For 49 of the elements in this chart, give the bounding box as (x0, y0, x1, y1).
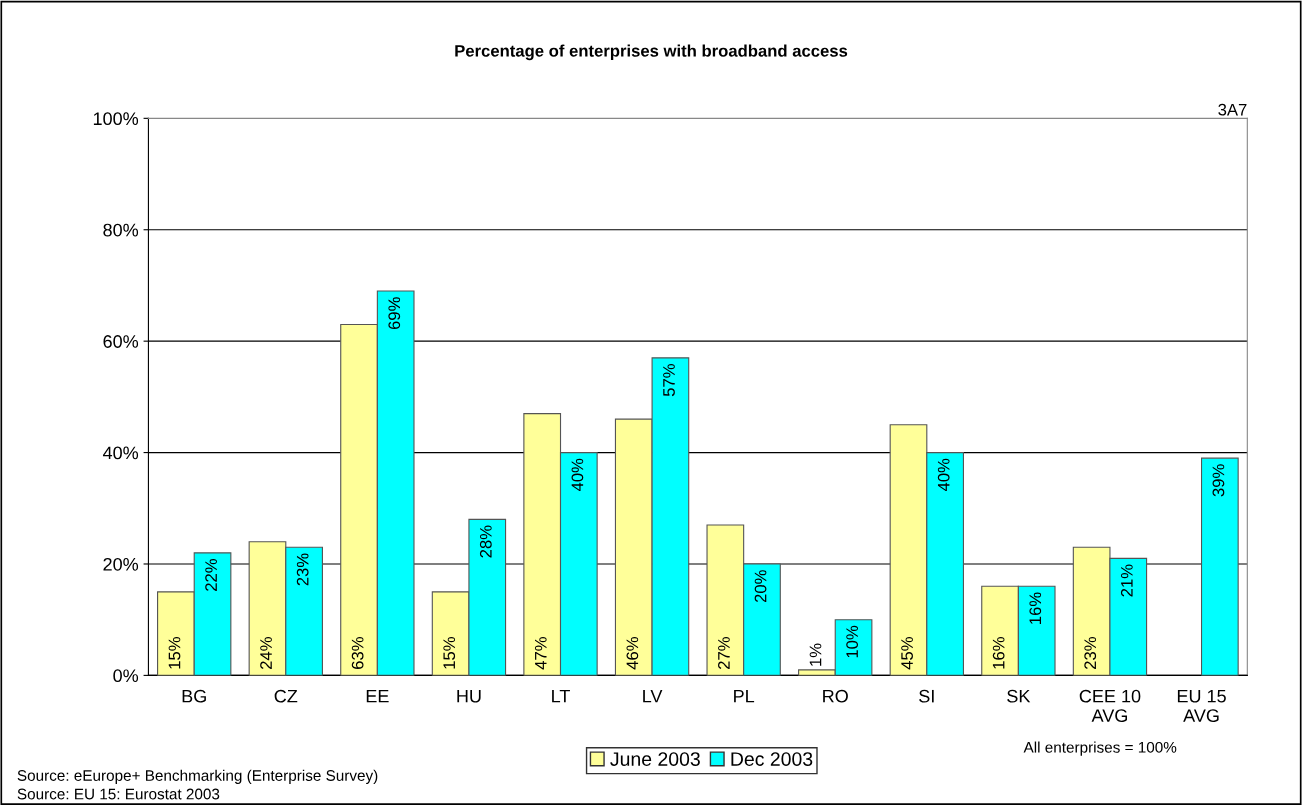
data-label: 69% (388, 297, 401, 330)
x-tick-label: SK (1007, 689, 1031, 703)
data-label: 16% (1029, 592, 1042, 624)
data-label: 15% (443, 637, 456, 669)
y-tick-label: 100% (93, 112, 139, 126)
y-tick-label: 80% (103, 223, 139, 237)
y-tick-label: 20% (103, 557, 139, 571)
data-label: 15% (168, 637, 181, 669)
x-tick-label: HU (457, 689, 481, 703)
text: 3A7 (1218, 103, 1247, 116)
x-tick-label: SI (919, 689, 934, 703)
data-label: 47% (534, 637, 547, 670)
data-label: 20% (754, 570, 767, 603)
x-tick-label: EE (366, 689, 389, 703)
source-note: Source: eEurope+ Benchmarking (Enterprise Survey) (17, 769, 378, 784)
data-label: 40% (571, 458, 584, 492)
x-tick-label: CEE 10 AVG (1079, 689, 1141, 722)
source-note: Source: EU 15: Eurostat 2003 (17, 788, 220, 800)
data-label: 28% (479, 525, 492, 558)
data-label: 16% (992, 637, 1005, 669)
data-label: 40% (937, 458, 950, 492)
x-tick-label: RO (823, 689, 848, 703)
y-tick-label: 60% (103, 335, 139, 348)
data-label: 1% (809, 643, 822, 666)
data-label: 46% (626, 637, 639, 670)
x-tick-label: BG (182, 689, 206, 703)
data-label: 24% (260, 637, 272, 669)
bar (1200, 457, 1239, 676)
data-label: 23% (1084, 637, 1097, 669)
data-label: 63% (351, 637, 364, 669)
x-tick-label: CZ (274, 689, 298, 703)
data-label: 22% (205, 559, 217, 591)
y-tick-label: 0% (113, 669, 139, 683)
data-label: 27% (718, 637, 730, 669)
data-label: 57% (663, 364, 675, 397)
legend-label: June 2003 (610, 752, 700, 766)
data-label: 45% (901, 637, 913, 670)
x-tick-label: EU 15 AVG (1177, 689, 1226, 722)
legend-label: Dec 2003 (731, 752, 813, 766)
x-tick-label: LT (552, 689, 570, 703)
data-label: 23% (296, 553, 309, 586)
x-tick-label: LV (643, 689, 663, 703)
x-tick-label: PL (734, 689, 755, 703)
data-label: 10% (846, 625, 859, 658)
y-tick-label: 40% (102, 446, 139, 460)
text: All enterprises = 100% (1023, 741, 1177, 756)
chart-title: Percentage of enterprises with broadband access (455, 44, 848, 61)
data-label: 39% (1212, 464, 1225, 497)
data-label: 21% (1120, 564, 1133, 597)
